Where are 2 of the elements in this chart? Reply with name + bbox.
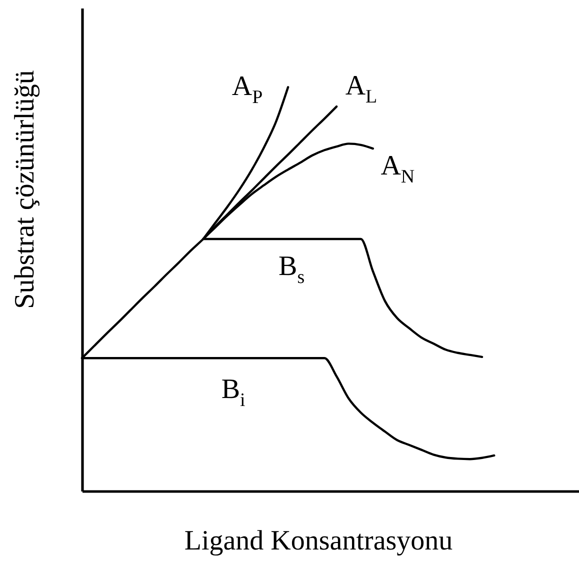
x-axis-title: Ligand Konsantrasyonu (184, 526, 453, 556)
y-axis-title: Substrat çözünürlüğü (10, 70, 40, 309)
